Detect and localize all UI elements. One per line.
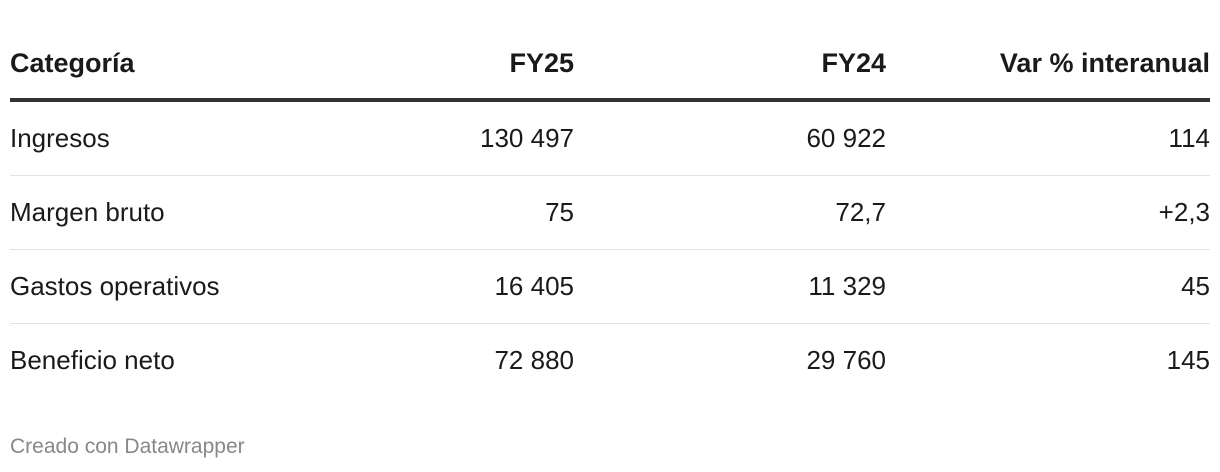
data-table: Categoría FY25 FY24 Var % interanual Ingres… [10, 28, 1210, 397]
column-header: Var % interanual [886, 28, 1210, 102]
table-cell: Gastos operativos [10, 249, 442, 324]
table-cell: 45 [886, 249, 1210, 324]
table-cell: Margen bruto [10, 175, 442, 250]
column-header: FY25 [442, 28, 574, 102]
table-cell: 11 329 [574, 249, 886, 324]
table-row: Margen bruto 75 72,7 +2,3 [10, 175, 1210, 250]
table-body: Ingresos 130 497 60 922 114 Margen bruto 75 72… [10, 100, 1210, 397]
table-cell: Ingresos [10, 100, 442, 176]
footer: Creado con Datawrapper [10, 435, 245, 458]
table-cell: 16 405 [442, 249, 574, 324]
table-cell: 72 880 [494, 345, 574, 375]
table-cell: 29 760 [806, 345, 886, 375]
table-cell: 130 497 [442, 100, 574, 176]
table-cell: +2,3 [886, 175, 1210, 250]
table-cell: 114 [886, 100, 1210, 176]
table-row: Gastos operativos 16 405 11 329 45 [10, 249, 1210, 324]
table-cell: 75 [442, 175, 574, 250]
table-cell: Beneficio neto [10, 345, 175, 375]
column-header: Categoría [10, 28, 442, 102]
table-cell: 72,7 [574, 175, 886, 250]
column-header: FY24 [574, 28, 886, 102]
table-cell: 60 922 [574, 100, 886, 176]
table-row: Ingresos 130 497 60 922 114 [10, 100, 1210, 176]
header-row: Categoría FY25 FY24 Var % interanual [10, 28, 1210, 102]
table-container: Categoría FY25 FY24 Var % interanual Ingres… [10, 28, 1210, 397]
table-row: Beneficio neto 72 880 29 760 145 [10, 324, 1210, 398]
table-cell: 145 [1166, 345, 1210, 375]
